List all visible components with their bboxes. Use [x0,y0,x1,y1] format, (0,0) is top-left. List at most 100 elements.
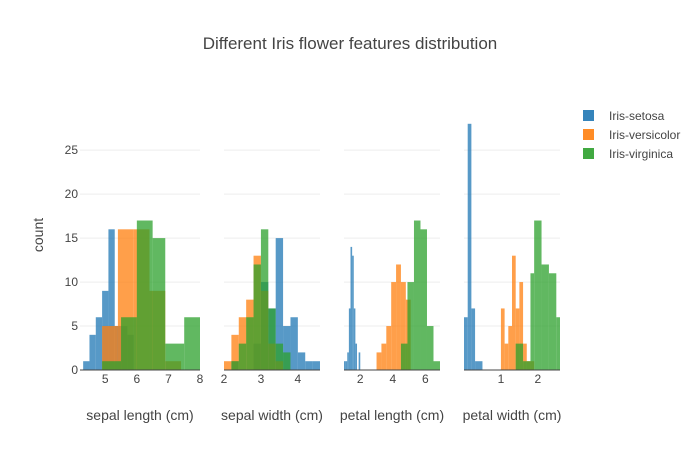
bar-iris-virginica [238,343,247,370]
bar-iris-virginica [152,238,166,370]
bar-iris-virginica [231,361,239,370]
bar-iris-setosa [89,334,96,370]
bar-iris-virginica [534,220,542,370]
bar-iris-setosa [348,308,351,370]
x-tick-label: 2 [221,372,228,386]
bar-iris-virginica [433,361,440,370]
bar-iris-virginica [275,343,284,370]
bar-iris-setosa [353,308,356,370]
bar-iris-setosa [305,361,313,370]
bar-iris-virginica [420,229,427,370]
bar-iris-setosa [275,238,284,370]
bar-iris-setosa [108,229,115,370]
bar-iris-setosa [464,317,468,370]
x-tick-label: 2 [357,372,364,386]
legend-label-virginica: Iris-virginica [609,146,674,161]
legend: Iris-setosa Iris-versicolor Iris-virgini… [583,106,680,163]
x-tick-label: 5 [102,372,109,386]
x-tick-label: 1 [498,372,505,386]
bar-iris-setosa [475,361,483,370]
x-axis-label-sepal-width: sepal width (cm) [221,407,323,423]
legend-item-virginica[interactable]: Iris-virginica [583,144,680,163]
bar-iris-versicolor [396,264,401,370]
bar-iris-setosa [358,352,361,370]
bar-iris-virginica [260,229,269,370]
bar-iris-virginica [246,317,254,370]
bar-iris-virginica [413,220,421,370]
x-axis-label-sepal-length: sepal length (cm) [86,407,194,423]
x-tick-label: 6 [133,372,140,386]
bar-iris-versicolor [512,255,516,370]
legend-swatch-versicolor [583,129,594,140]
x-tick-label: 8 [197,372,204,386]
legend-item-versicolor[interactable]: Iris-versicolor [583,125,680,144]
bar-iris-setosa [344,361,346,370]
bar-iris-versicolor [508,326,512,370]
bar-iris-versicolor [102,326,118,370]
bar-iris-virginica [530,273,535,370]
legend-item-setosa[interactable]: Iris-setosa [583,106,680,125]
legend-label-setosa: Iris-setosa [609,108,665,123]
bar-iris-setosa [290,317,298,370]
bar-iris-virginica [102,361,122,370]
bar-iris-versicolor [523,343,527,370]
bar-iris-versicolor [231,334,239,370]
x-axis-label-petal-length: petal length (cm) [339,407,445,423]
bar-iris-virginica [283,352,291,370]
x-tick-label: 4 [389,372,396,386]
x-tick-label: 3 [258,372,265,386]
bar-iris-versicolor [504,343,509,370]
y-tick-label: 0 [71,363,78,377]
bar-iris-virginica [523,361,531,370]
bar-iris-versicolor [519,282,524,370]
bar-iris-versicolor [224,361,232,370]
x-tick-label: 6 [422,372,429,386]
bar-iris-virginica [136,220,153,370]
bar-iris-versicolor [400,282,406,370]
bar-iris-setosa [350,246,353,370]
y-tick-label: 5 [71,319,78,333]
bar-iris-versicolor [386,326,392,370]
bar-iris-versicolor [515,308,520,370]
bar-iris-setosa [345,361,348,370]
bar-iris-virginica [165,343,185,370]
bar-iris-setosa [312,361,320,370]
bar-iris-virginica [426,326,434,370]
y-tick-label: 20 [65,187,79,201]
x-tick-label: 7 [165,372,172,386]
bar-iris-setosa [471,308,476,370]
bar-iris-virginica [400,343,408,370]
y-tick-label: 15 [65,231,79,245]
bar-iris-virginica [556,317,560,370]
bar-iris-versicolor [500,308,505,370]
chart-title: Different Iris flower features distribut… [202,34,498,53]
legend-label-versicolor: Iris-versicolor [609,127,681,142]
bar-iris-virginica [541,264,549,370]
bar-iris-virginica [548,273,557,370]
bar-iris-versicolor [381,343,387,370]
bar-iris-setosa [95,317,103,370]
bar-iris-setosa [355,343,358,370]
y-tick-label: 10 [65,275,79,289]
bar-iris-setosa [297,352,306,370]
x-axis-label-petal-width: petal width (cm) [462,407,562,423]
bar-iris-setosa [83,361,90,370]
bar-iris-virginica [268,308,276,370]
legend-swatch-virginica [583,148,594,159]
bar-iris-virginica [407,282,414,370]
bar-iris-virginica [121,317,137,370]
x-tick-label: 4 [295,372,302,386]
bar-iris-versicolor [391,282,397,370]
legend-swatch-setosa [583,110,594,121]
bar-iris-setosa [347,352,349,370]
bar-iris-setosa [467,123,472,370]
bar-iris-virginica [515,343,524,370]
x-tick-label: 2 [535,372,542,386]
bar-iris-setosa [283,326,291,370]
bar-iris-setosa [352,255,354,370]
bar-iris-versicolor [376,352,382,370]
y-tick-label: 25 [65,143,79,157]
y-axis-label: count [30,217,46,253]
bar-iris-virginica [184,317,200,370]
bar-iris-virginica [253,264,261,370]
